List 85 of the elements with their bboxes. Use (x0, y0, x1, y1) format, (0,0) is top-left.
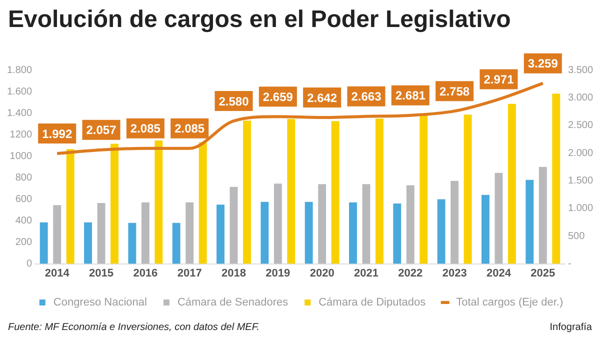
bar (154, 140, 163, 264)
y2-tick-label: 3.000 (568, 92, 594, 104)
legend-label: Congreso Nacional (53, 296, 147, 309)
y-tick-label: 1.400 (6, 108, 32, 119)
data-label: 2.971 (484, 72, 514, 87)
x-tick-label: 2021 (354, 267, 378, 280)
bar (304, 202, 313, 264)
bar (482, 194, 490, 264)
y2-tick-label: 1.500 (568, 175, 594, 186)
bar (538, 166, 547, 264)
y-tick-label: 1200 (10, 129, 32, 140)
y-tick-label: 400 (15, 215, 32, 226)
x-tick-label: 2022 (398, 267, 423, 280)
bar (230, 186, 238, 264)
bar (406, 185, 414, 264)
data-label: 2.085 (130, 122, 161, 136)
bar (526, 180, 534, 264)
bar (260, 202, 269, 264)
bar (420, 115, 428, 264)
bar (186, 202, 194, 264)
data-label: 2.580 (218, 94, 250, 108)
y2-tick-label: 3.500 (568, 64, 594, 76)
y-tick-label: 800 (15, 172, 32, 184)
x-tick-label: 2014 (44, 267, 70, 280)
bar (437, 199, 446, 264)
y-tick-label: 1.600 (6, 86, 32, 98)
x-tick-label: 2018 (222, 267, 246, 280)
bar (349, 202, 357, 264)
data-label: 3.259 (528, 56, 558, 71)
data-label: 2.085 (174, 122, 205, 136)
data-label: 2.659 (262, 90, 294, 104)
bar (331, 121, 340, 264)
bar (494, 172, 503, 264)
x-tick-label: 2016 (133, 267, 158, 280)
bar (141, 202, 150, 264)
data-label: 2.642 (307, 90, 338, 105)
bar (552, 94, 560, 264)
y2-tick-label: 500 (568, 230, 586, 242)
bar (84, 222, 92, 264)
bar (318, 184, 326, 264)
x-tick-label: 2024 (486, 267, 512, 280)
bar (53, 205, 62, 264)
bar (66, 149, 74, 264)
x-tick-label: 2023 (442, 267, 467, 280)
bar (393, 204, 402, 264)
legend-label: Total cargos (Eje der.) (456, 296, 564, 309)
bar (40, 222, 48, 264)
y-tick-label: 0 (26, 258, 32, 270)
bar (198, 142, 207, 264)
x-tick-label: 2015 (89, 267, 114, 280)
bar (450, 180, 459, 264)
y-tick-label: 200 (15, 237, 32, 248)
source-note: Fuente: MF Economía e Inversiones, con datos del MEF. (8, 322, 260, 333)
data-label: 2.758 (440, 84, 470, 98)
bar (128, 222, 136, 264)
bar (172, 222, 180, 264)
bar (274, 184, 282, 264)
y2-tick-label: 2.500 (568, 120, 594, 132)
y-tick-label: 1000 (10, 150, 32, 162)
bar (287, 118, 296, 264)
data-label: 2.681 (395, 88, 426, 103)
data-label: 1.992 (42, 126, 72, 141)
y2-tick-label: 1.000 (568, 203, 594, 214)
bar (362, 184, 370, 264)
y2-tick-label: - (568, 258, 572, 270)
chart-title: Evolución de cargos en el Poder Legislativo (7, 5, 512, 35)
bar (216, 204, 224, 264)
y-tick-label: 600 (15, 194, 32, 205)
bar (464, 114, 472, 264)
legend-label: Cámara de Diputados (318, 296, 426, 309)
y-tick-label: 1.800 (6, 64, 32, 76)
bar (376, 118, 384, 264)
bar (243, 120, 251, 264)
x-tick-label: 2025 (530, 267, 556, 280)
y2-tick-label: 2.000 (568, 148, 594, 159)
x-tick-label: 2020 (310, 267, 334, 280)
data-label: 2.057 (86, 123, 117, 138)
x-tick-label: 2019 (266, 267, 290, 280)
legend-label: Cámara de Senadores (177, 296, 289, 309)
data-label: 2.663 (351, 90, 382, 104)
bar (97, 202, 106, 264)
bar (110, 144, 118, 264)
x-tick-label: 2017 (177, 267, 202, 280)
bar (508, 104, 516, 264)
text: Infografía (550, 322, 592, 333)
